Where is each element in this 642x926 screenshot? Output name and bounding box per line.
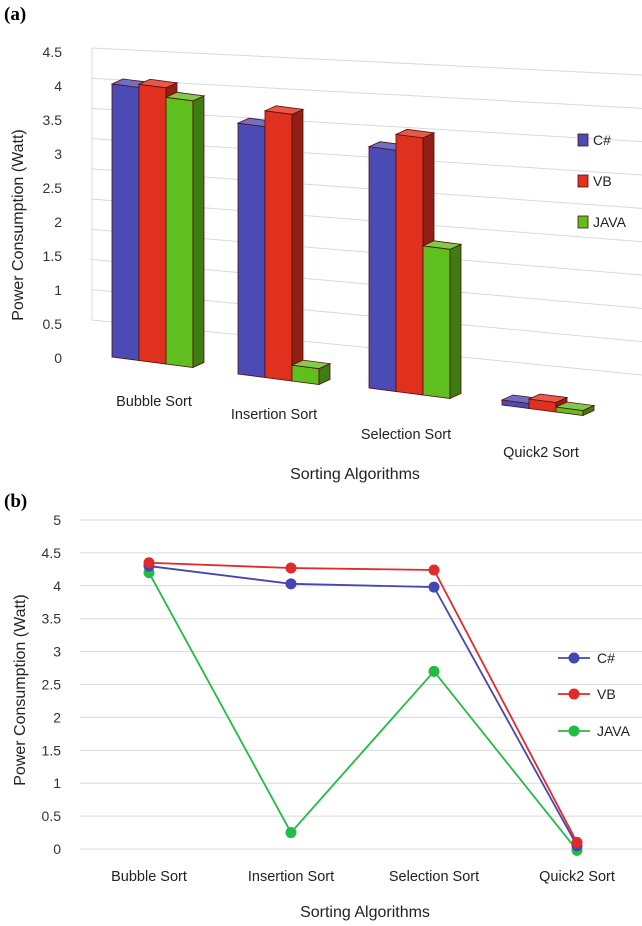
bar-java-0 [164,91,206,369]
y-tick-label: 4 [54,78,62,94]
panel-b-x-axis-title: Sorting Algorithms [300,904,430,921]
y-tick-label: 3 [53,644,61,660]
panel-a-chart: (a) 0 0.5 1 1.5 2 2.5 3 3.5 4 4.5 Bubble Sort Inse… [4,4,642,483]
panel-a-y-axis-title: Power Consumption (Watt) [10,129,27,320]
legend-marker [568,688,580,700]
bar-side-face [192,95,205,369]
y-tick-label: 2.5 [42,677,62,693]
bar-top-face [263,105,305,115]
data-point-vb [143,557,155,569]
category-label: Quick2 Sort [539,869,615,885]
legend-swatch [577,133,589,147]
y-tick-label: 2 [53,709,61,725]
bar-top-face [394,128,436,139]
bar-java-3 [554,401,596,417]
y-tick-label: 0.5 [42,808,62,824]
y-tick-label: 1.5 [43,248,63,264]
y-tick-label: 0 [54,350,62,366]
bar-side-face [449,243,462,400]
bar-front-face [138,83,167,365]
gridline [91,47,642,76]
legend-swatch [577,174,589,188]
bar-front-face [368,146,397,392]
data-point-vb [428,564,440,576]
panel-b-chart: (b) 0 0.5 1 1.5 2 2.5 3 3.5 4 4.5 5 Bubble Sort Ins… [4,491,642,921]
legend-marker [568,652,580,664]
bar-java-1 [290,359,332,386]
category-label: Selection Sort [389,869,479,885]
panel-a-category-labels: Bubble Sort Insertion Sort Selection Sort Q… [116,394,579,461]
series-line-java [148,572,578,851]
legend-label: C# [597,650,615,666]
data-point-vb [285,562,297,574]
bar-front-face [395,133,424,396]
y-tick-label: 3.5 [43,112,63,128]
bar-front-face [264,110,293,382]
panel-a-x-axis-title: Sorting Algorithms [290,466,420,483]
category-label: Selection Sort [361,427,451,443]
data-point-java [428,665,440,677]
category-label: Bubble Sort [116,394,192,410]
bar-vb-1 [263,105,305,382]
panel-b-y-tick-labels: 0 0.5 1 1.5 2 2.5 3 3.5 4 4.5 5 [42,512,62,857]
category-label: Insertion Sort [248,869,334,885]
data-point-vb [571,836,583,848]
panel-b-y-axis-title: Power Consumption (Watt) [12,594,29,785]
panel-a-legend: C# VB JAVA [577,132,627,230]
gridline [91,77,642,109]
panel-b-series-lines [148,561,578,851]
y-tick-label: 2.5 [43,180,63,196]
bar-java-2 [421,240,463,400]
series-line-csharp [148,565,578,847]
y-tick-label: 4.5 [42,545,62,561]
bar-front-face [165,96,194,368]
bar-top-face [164,91,206,102]
y-tick-label: 3 [54,146,62,162]
bar-front-face [237,122,266,378]
panel-b-label: (b) [4,491,27,512]
data-point-java [285,827,297,839]
y-tick-label: 0 [53,841,61,857]
bar-front-face [422,245,451,399]
data-point-csharp [285,578,297,590]
series-line-vb [148,561,578,843]
bar-top-face [421,240,463,250]
y-tick-label: 3.5 [42,611,62,627]
bar-top-face [527,393,569,403]
bar-top-face [554,401,596,411]
legend-label: VB [593,173,612,189]
legend-marker [568,725,580,737]
y-tick-label: 0.5 [43,316,63,332]
y-tick-label: 4.5 [43,44,63,60]
bar-top-face [137,78,179,89]
bar-side-face [291,108,304,382]
y-tick-label: 1.5 [42,742,62,758]
panel-b-legend: C# VB JAVA [558,650,631,739]
legend-label: JAVA [593,214,627,230]
legend-label: VB [597,686,616,702]
legend-swatch [577,215,589,229]
y-tick-label: 5 [53,512,61,528]
category-label: Insertion Sort [231,407,317,423]
legend-label: JAVA [597,723,631,739]
bar-front-face [111,83,140,361]
bar-top-face [290,359,332,370]
y-tick-label: 1 [53,775,61,791]
category-label: Bubble Sort [111,869,187,885]
category-label: Quick2 Sort [503,445,579,461]
y-tick-label: 2 [54,214,62,230]
panel-a-label: (a) [4,4,26,25]
legend-label: C# [593,132,611,148]
panel-a-bars [110,78,596,417]
data-point-csharp [428,581,440,593]
y-tick-label: 4 [53,578,61,594]
panel-b-data-points [143,557,583,856]
panel-b-category-labels: Bubble Sort Insertion Sort Selection Sort Q… [111,869,615,885]
panel-a-y-tick-labels: 0 0.5 1 1.5 2 2.5 3 3.5 4 4.5 [43,44,63,366]
y-tick-label: 1 [54,282,62,298]
